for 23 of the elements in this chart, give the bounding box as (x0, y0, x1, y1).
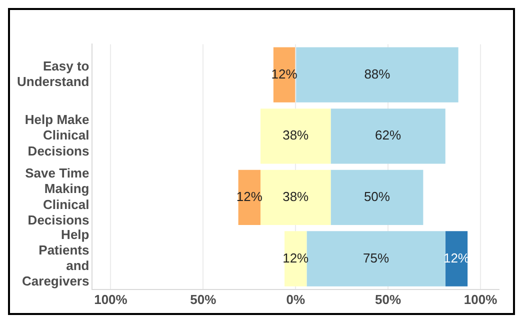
bar (330, 170, 424, 226)
bar (296, 47, 458, 102)
x-tick-label: 50% (375, 292, 402, 307)
data-label: 62% (375, 128, 402, 143)
x-tick-label: 100% (94, 292, 128, 307)
bar (306, 231, 446, 286)
x-tick-label: 50% (190, 292, 217, 307)
bar (330, 108, 446, 164)
x-tick-label: 100% (464, 292, 498, 307)
bar (260, 170, 331, 226)
y-tick-label: Easy to Understand (16, 58, 90, 90)
bar (284, 231, 307, 286)
data-label: 75% (363, 250, 390, 266)
x-tick-label: 0% (286, 292, 306, 307)
data-label: 12% (282, 250, 310, 266)
bar (260, 108, 331, 164)
data-label: 50% (364, 189, 390, 204)
data-label: 38% (282, 189, 310, 204)
y-tick-label: Help Make Clinical Decisions (24, 112, 90, 158)
data-label: 38% (282, 128, 310, 143)
y-tick-label: Help Patients and Caregivers (22, 226, 90, 289)
y-tick-label: Save Time Making Clinical Decisions (25, 166, 90, 228)
data-label: 88% (364, 66, 391, 82)
